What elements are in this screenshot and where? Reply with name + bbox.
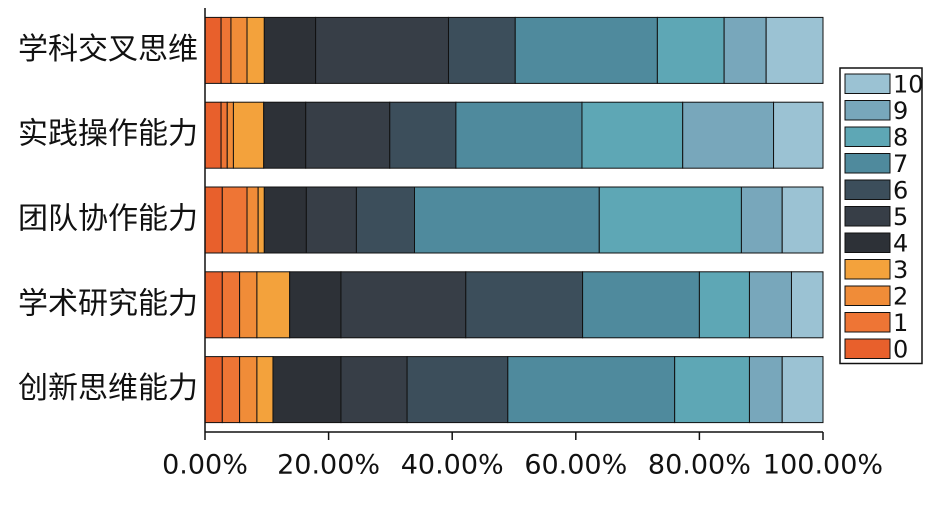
bar-segment xyxy=(340,271,467,339)
bar-segment xyxy=(289,271,342,339)
bar-segment xyxy=(204,186,223,254)
bar-segment xyxy=(598,186,742,254)
legend-label: 10 xyxy=(893,70,924,98)
bar-segment xyxy=(389,101,457,169)
bar-segment xyxy=(220,16,232,84)
bar-segment xyxy=(790,271,824,339)
bar-segment xyxy=(221,356,241,424)
bar-segment xyxy=(256,271,291,339)
bar-segment xyxy=(263,16,317,84)
bar-segment xyxy=(781,356,824,424)
legend-label: 6 xyxy=(893,176,908,204)
y-tick-label: 创新思维能力 xyxy=(18,371,198,406)
legend-swatch xyxy=(844,259,891,280)
bar-segment xyxy=(246,186,259,254)
bar-segment xyxy=(257,186,265,254)
y-tick-label: 学术研究能力 xyxy=(18,286,198,321)
bar-segment xyxy=(765,16,824,84)
legend-label: 9 xyxy=(893,97,908,125)
bar-segment xyxy=(221,271,241,339)
legend-label: 8 xyxy=(893,123,908,151)
legend-swatch xyxy=(844,153,891,174)
bar-segment xyxy=(305,101,391,169)
x-tick-label: 60.00% xyxy=(524,450,627,481)
legend-swatch xyxy=(844,206,891,227)
legend-swatch xyxy=(844,179,891,200)
bar-segment xyxy=(740,186,783,254)
legend-swatch xyxy=(844,73,891,94)
bar-segment xyxy=(230,16,248,84)
bar-segment xyxy=(272,356,342,424)
bar-segment xyxy=(263,186,307,254)
bar-segment xyxy=(221,186,248,254)
x-tick-label: 20.00% xyxy=(277,450,380,481)
bar-segment xyxy=(256,356,274,424)
bar-segment xyxy=(414,186,600,254)
bar-segment xyxy=(773,101,824,169)
y-tick-label: 学科交叉思维 xyxy=(18,32,198,67)
bar-segment xyxy=(748,356,783,424)
bar-segment xyxy=(507,356,676,424)
bar-segment xyxy=(204,101,222,169)
bar-segment xyxy=(723,16,767,84)
bar-segment xyxy=(406,356,509,424)
bar-segment xyxy=(204,271,223,339)
bar-segment xyxy=(232,101,265,169)
bar-segment xyxy=(355,186,416,254)
bar-segment xyxy=(682,101,775,169)
legend-label: 7 xyxy=(893,150,908,178)
legend-label: 4 xyxy=(893,229,908,257)
legend-swatch xyxy=(844,285,891,306)
bar-segment xyxy=(465,271,584,339)
bar-segment xyxy=(239,271,258,339)
bar-segment xyxy=(656,16,725,84)
bar-segment xyxy=(748,271,792,339)
y-tick-label: 实践操作能力 xyxy=(18,117,198,152)
bar-segment xyxy=(315,16,449,84)
bar-segment xyxy=(305,186,357,254)
bar-segment xyxy=(581,101,684,169)
y-tick-label: 团队协作能力 xyxy=(18,202,198,237)
bar-segment xyxy=(220,101,228,169)
x-tick-label: 100.00% xyxy=(763,450,883,481)
x-tick-label: 80.00% xyxy=(648,450,751,481)
legend-swatch xyxy=(844,232,891,253)
x-tick-label: 40.00% xyxy=(401,450,504,481)
legend-swatch xyxy=(844,338,891,359)
bar-segment xyxy=(204,356,223,424)
bar-segment xyxy=(226,101,234,169)
legend-swatch xyxy=(844,100,891,121)
bar-segment xyxy=(514,16,658,84)
bar-segment xyxy=(582,271,700,339)
legend-label: 3 xyxy=(893,256,908,284)
x-tick-label: 0.00% xyxy=(162,450,248,481)
bar-segment xyxy=(447,16,516,84)
legend-label: 1 xyxy=(893,309,908,337)
bar-segment xyxy=(455,101,583,169)
bar-segment xyxy=(781,186,824,254)
legend-label: 2 xyxy=(893,282,908,310)
bar-segment xyxy=(340,356,408,424)
bar-segment xyxy=(239,356,258,424)
bar-segment xyxy=(674,356,750,424)
legend-swatch xyxy=(844,126,891,147)
legend-label: 5 xyxy=(893,203,908,231)
bar-segment xyxy=(204,16,222,84)
bar-segment xyxy=(246,16,265,84)
bar-segment xyxy=(698,271,750,339)
bar-segment xyxy=(263,101,307,169)
legend-label: 0 xyxy=(893,335,908,363)
legend-swatch xyxy=(844,312,891,333)
